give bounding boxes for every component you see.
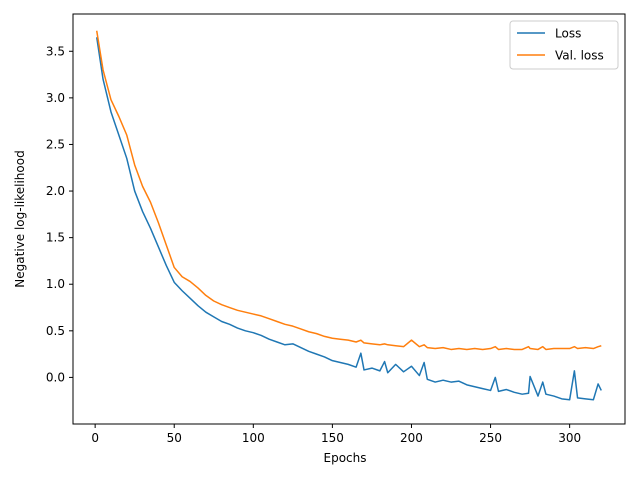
y-tick-label: 0.0: [46, 370, 65, 384]
y-tick-label: 0.5: [46, 324, 65, 338]
y-axis-label: Negative log-likelihood: [13, 150, 27, 287]
y-tick-label: 2.5: [46, 137, 65, 151]
val-loss-series-line: [95, 30, 602, 351]
series-layer: [95, 30, 602, 401]
y-tick-label: 3.5: [46, 44, 65, 58]
x-tick-label: 250: [479, 431, 502, 445]
x-tick-label: 50: [167, 431, 182, 445]
x-tick-label: 200: [400, 431, 423, 445]
x-tick-label: 100: [242, 431, 265, 445]
y-tick-label: 3.0: [46, 91, 65, 105]
loss-series-line: [95, 37, 602, 401]
x-axis-label: Epochs: [324, 451, 367, 465]
y-tick-label: 1.5: [46, 231, 65, 245]
plot-frame: [72, 13, 626, 425]
legend: Loss Val. loss: [509, 20, 619, 70]
x-tick-label: 0: [91, 431, 99, 445]
axis-layer: 0 50 100 150 200 250 300 0.0 0.5 1.0 1.5 2.0 2.5 3.0 3…: [46, 44, 581, 445]
x-tick-label: 150: [321, 431, 344, 445]
legend-label-loss: Loss: [555, 27, 581, 41]
x-tick-label: 300: [558, 431, 581, 445]
legend-label-val-loss: Val. loss: [555, 49, 604, 63]
y-tick-label: 2.0: [46, 184, 65, 198]
y-tick-label: 1.0: [46, 277, 65, 291]
